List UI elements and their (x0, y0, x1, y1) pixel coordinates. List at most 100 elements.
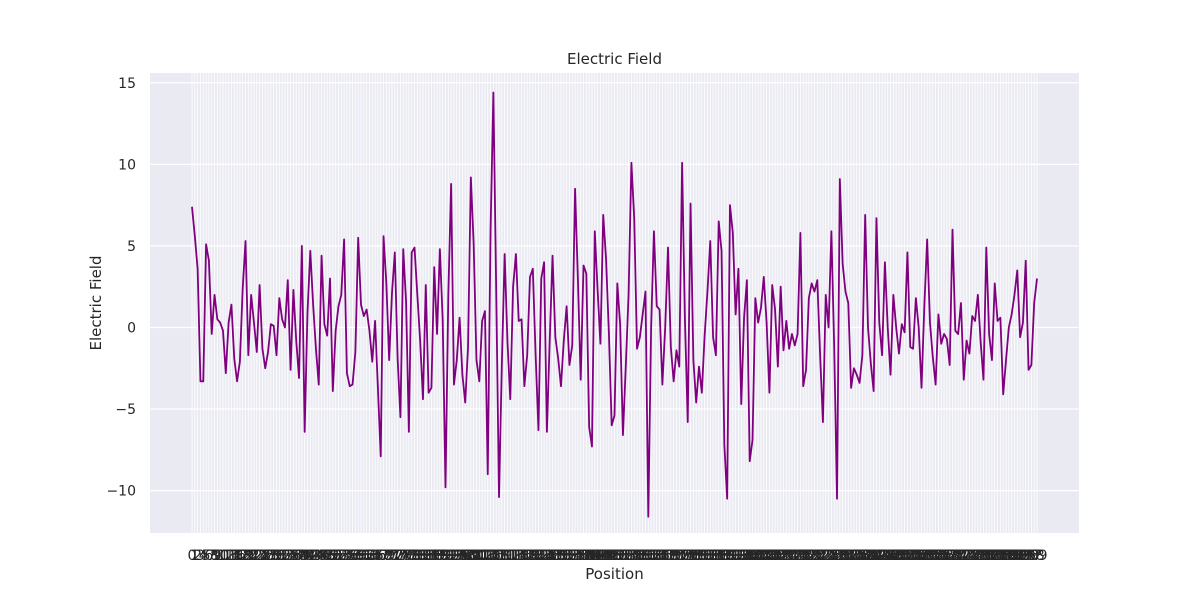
x-tick-label: 6 (204, 548, 213, 564)
x-tick-label: 151 (604, 548, 631, 564)
x-tick-label: 171 (660, 548, 687, 564)
x-tick-label: 102 (466, 548, 493, 564)
x-tick-label: 295 (1010, 548, 1037, 564)
x-tick-label: 222 (804, 548, 831, 564)
x-tick-label: 203 (750, 548, 777, 564)
x-tick-label: 164 (641, 548, 668, 564)
x-tick-label: 1 (190, 548, 199, 564)
x-tick-label: 48 (318, 548, 336, 564)
x-axis-label: Position (585, 565, 643, 583)
x-tick-label: 201 (745, 548, 772, 564)
x-tick-label: 152 (607, 548, 634, 564)
x-tick-label: 24 (251, 548, 269, 564)
x-tick-label: 226 (815, 548, 842, 564)
x-tick-label: 125 (531, 548, 558, 564)
x-tick-label: 282 (973, 548, 1000, 564)
x-tick-label: 189 (711, 548, 738, 564)
x-tick-label: 80 (408, 548, 426, 564)
x-tick-label: 119 (514, 548, 541, 564)
x-tick-label: 185 (700, 548, 727, 564)
x-tick-label: 274 (950, 548, 977, 564)
x-tick-label: 155 (615, 548, 642, 564)
x-tick-label: 241 (857, 548, 884, 564)
x-tick-label: 82 (414, 548, 432, 564)
x-tick-label: 4 (199, 548, 208, 564)
x-tick-label: 178 (680, 548, 707, 564)
x-tick-label: 276 (956, 548, 983, 564)
x-tick-label: 84 (420, 548, 438, 564)
x-tick-label: 269 (936, 548, 963, 564)
x-tick-label: 252 (888, 548, 915, 564)
x-tick-label: 90 (437, 548, 455, 564)
x-tick-label: 124 (528, 548, 555, 564)
x-tick-label: 200 (742, 548, 769, 564)
x-tick-label: 208 (764, 548, 791, 564)
x-tick-label: 127 (536, 548, 563, 564)
y-axis-label: Electric Field (87, 256, 105, 351)
x-tick-label: 184 (697, 548, 724, 564)
x-tick-label: 166 (646, 548, 673, 564)
x-tick-label: 199 (739, 548, 766, 564)
x-tick-label: 167 (649, 548, 676, 564)
x-tick-label: 235 (841, 548, 868, 564)
x-tick-label: 118 (511, 548, 538, 564)
x-tick-label: 32 (273, 548, 291, 564)
x-tick-label: 298 (1018, 548, 1045, 564)
x-tick-label: 44 (307, 548, 325, 564)
x-tick-label: 294 (1007, 548, 1034, 564)
x-tick-label: 113 (497, 548, 524, 564)
x-tick-label: 77 (400, 548, 418, 564)
x-tick-label: 10 (211, 548, 229, 564)
x-tick-label: 67 (372, 548, 390, 564)
x-tick-label: 50 (324, 548, 342, 564)
x-tick-label: 36 (284, 548, 302, 564)
x-tick-label: 206 (759, 548, 786, 564)
x-tick-label: 187 (705, 548, 732, 564)
x-tick-label: 221 (801, 548, 828, 564)
x-tick-label: 214 (781, 548, 808, 564)
x-tick-label: 296 (1012, 548, 1039, 564)
x-tick-label: 46 (313, 548, 331, 564)
x-tick-label: 248 (877, 548, 904, 564)
x-tick-label: 123 (525, 548, 552, 564)
x-tick-label: 20 (239, 548, 257, 564)
x-tick-label: 62 (358, 548, 376, 564)
x-tick-label: 217 (790, 548, 817, 564)
x-tick-label: 13 (220, 548, 238, 564)
x-tick-label: 47 (315, 548, 333, 564)
x-tick-label: 267 (931, 548, 958, 564)
x-tick-label: 179 (683, 548, 710, 564)
x-tick-label: 192 (719, 548, 746, 564)
x-tick-label: 210 (770, 548, 797, 564)
x-tick-label: 218 (793, 548, 820, 564)
x-tick-label: 263 (919, 548, 946, 564)
x-tick-label: 238 (849, 548, 876, 564)
x-tick-label: 142 (579, 548, 606, 564)
x-tick-label: 254 (894, 548, 921, 564)
x-tick-label: 145 (587, 548, 614, 564)
x-tick-label: 19 (237, 548, 255, 564)
x-tick-label: 25 (254, 548, 272, 564)
x-tick-label: 224 (810, 548, 837, 564)
y-tick-label: 0 (127, 320, 136, 336)
x-tick-label: 207 (762, 548, 789, 564)
x-tick-label: 132 (550, 548, 577, 564)
x-tick-label: 54 (335, 548, 353, 564)
x-tick-label: 70 (380, 548, 398, 564)
x-tick-label: 243 (863, 548, 890, 564)
x-tick-label: 284 (979, 548, 1006, 564)
x-tick-label: 223 (807, 548, 834, 564)
x-tick-label: 75 (394, 548, 412, 564)
x-tick-label: 16 (228, 548, 246, 564)
x-tick-label: 137 (565, 548, 592, 564)
x-tick-label: 285 (981, 548, 1008, 564)
x-tick-label: 3 (196, 548, 205, 564)
x-tick-label: 107 (480, 548, 507, 564)
x-tick-label: 60 (352, 548, 370, 564)
x-tick-label: 55 (338, 548, 356, 564)
x-tick-label: 212 (776, 548, 803, 564)
x-tick-label: 121 (519, 548, 546, 564)
x-tick-label: 56 (341, 548, 359, 564)
x-tick-label: 81 (411, 548, 429, 564)
